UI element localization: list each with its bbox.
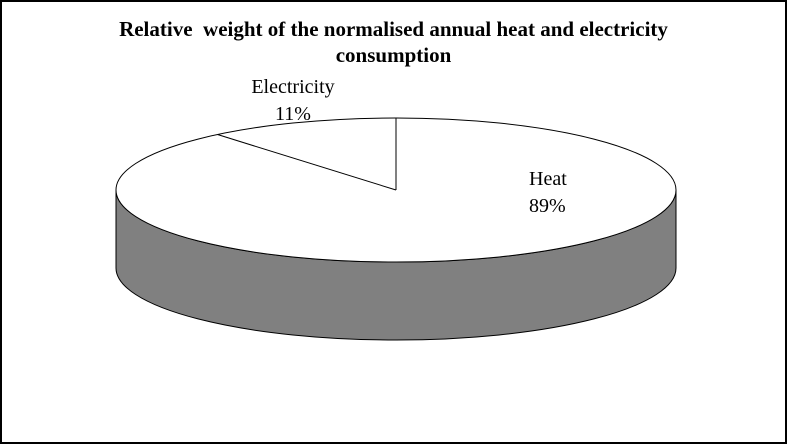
slice-label-electricity: Electricity 11% [232,74,354,128]
slice-label-heat-name: Heat [529,168,567,190]
slice-label-electricity-name: Electricity [251,76,335,98]
slice-label-heat: Heat 89% [529,166,567,220]
slice-label-electricity-pct: 11% [275,103,311,125]
chart-title: Relative weight of the normalised annual… [2,16,785,68]
chart-title-line-2: consumption [335,43,452,67]
chart-title-line-1: Relative weight of the normalised annual… [119,17,668,41]
slice-boundary-line [217,134,397,191]
slice-label-heat-pct: 89% [529,195,566,217]
